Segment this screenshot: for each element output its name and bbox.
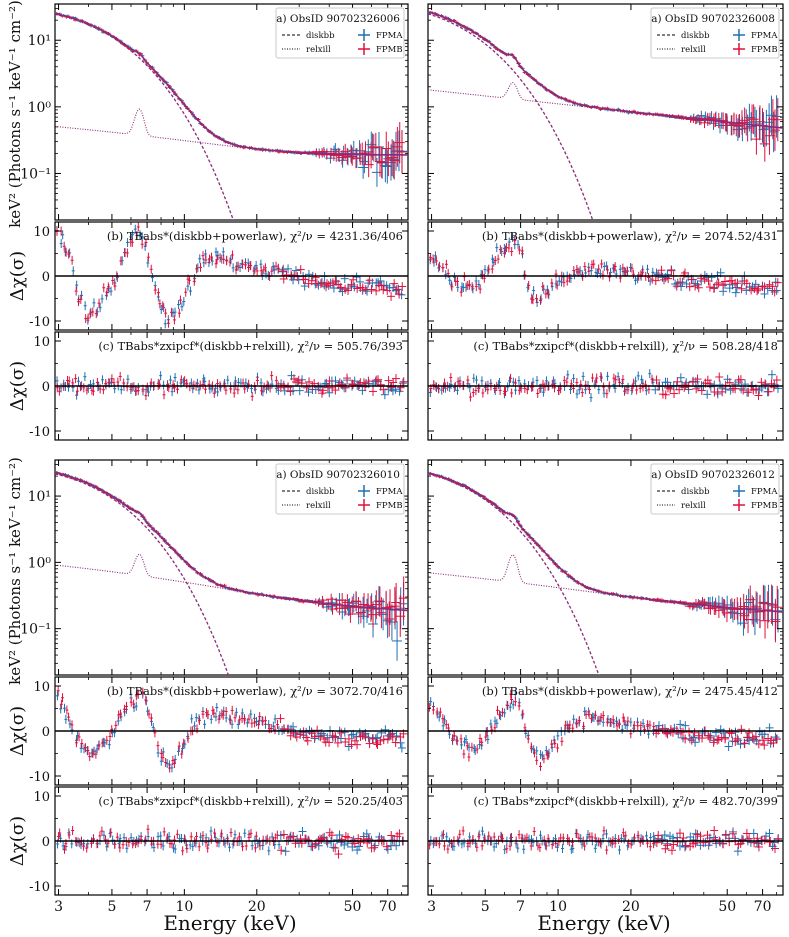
- y-tick-label: 0: [42, 835, 50, 850]
- spectrum-content: [428, 471, 783, 675]
- y-tick-label: 10⁻¹: [20, 622, 51, 638]
- fit-label: (b) TBabs*(diskbb+powerlaw), χ²/ν = 4231…: [107, 229, 403, 243]
- fit-label: (c) TBabs*zxipcf*(diskbb+relxill), χ²/ν …: [473, 339, 778, 353]
- y-tick-label: 10: [33, 790, 50, 805]
- legend-fpmb-label: FPMB: [751, 45, 778, 55]
- total-model-line: [55, 471, 408, 612]
- residual-content: [428, 369, 782, 403]
- legend-diskbb-label: diskbb: [306, 31, 335, 41]
- residual-content: [55, 686, 408, 773]
- obsid-label: a) ObsID 90702326010: [276, 469, 400, 481]
- spectrum-content: [55, 470, 408, 675]
- fit-label: (b) TBabs*(diskbb+powerlaw), χ²/ν = 2074…: [482, 229, 778, 243]
- relxill-model-line: [428, 81, 783, 129]
- relxill-model-line: [428, 554, 783, 613]
- obsid-label: a) ObsID 90702326006: [276, 13, 400, 25]
- relxill-model-line: [55, 108, 408, 156]
- legend-diskbb-label: diskbb: [306, 487, 335, 497]
- diskbb-model-line: [55, 473, 230, 675]
- fit-label: (c) TBabs*zxipcf*(diskbb+relxill), χ²/ν …: [98, 339, 403, 353]
- legend-diskbb-label: diskbb: [681, 31, 710, 41]
- diskbb-model-line: [428, 13, 594, 220]
- total-model-line: [55, 12, 408, 156]
- total-model-line: [428, 11, 783, 129]
- y-tick-label: 10¹: [28, 33, 51, 49]
- y-tick-label: -10: [29, 425, 50, 440]
- y-tick-label: 0: [42, 725, 50, 740]
- legend-frame: [275, 463, 405, 515]
- spectrum-content: [55, 12, 408, 220]
- spectrum-panel-frame: [427, 459, 784, 676]
- residual-content: [56, 824, 408, 859]
- legend-fpma-label: FPMA: [376, 31, 403, 41]
- fit-label: (c) TBabs*zxipcf*(diskbb+relxill), χ²/ν …: [98, 794, 403, 808]
- legend-frame: [650, 7, 780, 59]
- spectrum-legend: a) ObsID 90702326006 diskbb relxill FPMA FPM…: [275, 7, 405, 59]
- legend-relxill-label: relxill: [681, 45, 706, 55]
- y-tick-label: 10: [33, 225, 50, 240]
- spectrum-content: [428, 10, 783, 220]
- spectrum-panel-frame: [54, 3, 409, 221]
- diskbb-model-line: [428, 473, 600, 675]
- spectrum-panel-frame: [427, 3, 784, 221]
- spectrum-legend: a) ObsID 90702326010 diskbb relxill FPMA FPM…: [275, 463, 405, 515]
- fit-label: (b) TBabs*(diskbb+powerlaw), χ²/ν = 3072…: [107, 684, 403, 698]
- legend-fpmb-label: FPMB: [376, 501, 403, 511]
- diskbb-model-line: [55, 13, 234, 220]
- legend-relxill-label: relxill: [306, 501, 331, 511]
- legend-fpmb-label: FPMB: [376, 45, 403, 55]
- y-tick-label: 10⁰: [28, 555, 52, 571]
- y-tick-label: 10: [33, 680, 50, 695]
- y-tick-label: 10⁰: [28, 100, 52, 116]
- legend-fpma-label: FPMA: [376, 487, 403, 497]
- y-tick-label: -10: [29, 880, 50, 895]
- y-tick-label: 0: [42, 380, 50, 395]
- residual-content: [428, 232, 782, 307]
- spectrum-panel-frame: [54, 459, 409, 676]
- y-tick-label: 10⁻¹: [20, 166, 51, 182]
- residual-content: [55, 222, 407, 329]
- y-tick-label: -10: [29, 770, 50, 785]
- legend-relxill-label: relxill: [306, 45, 331, 55]
- obsid-label: a) ObsID 90702326008: [651, 13, 775, 25]
- y-tick-label: 0: [42, 270, 50, 285]
- y-tick-label: 10: [33, 335, 50, 350]
- y-tick-label: -10: [29, 315, 50, 330]
- y-tick-label: 10¹: [28, 489, 51, 505]
- legend-fpma-label: FPMA: [751, 31, 778, 41]
- plot-area: 10⁻¹ 10⁰ 10¹ a) ObsID 90702326006 diskbb relx…: [20, 3, 784, 915]
- spectrum-legend: a) ObsID 90702326008 diskbb relxill FPMA FPM…: [650, 7, 780, 59]
- legend-frame: [275, 7, 405, 59]
